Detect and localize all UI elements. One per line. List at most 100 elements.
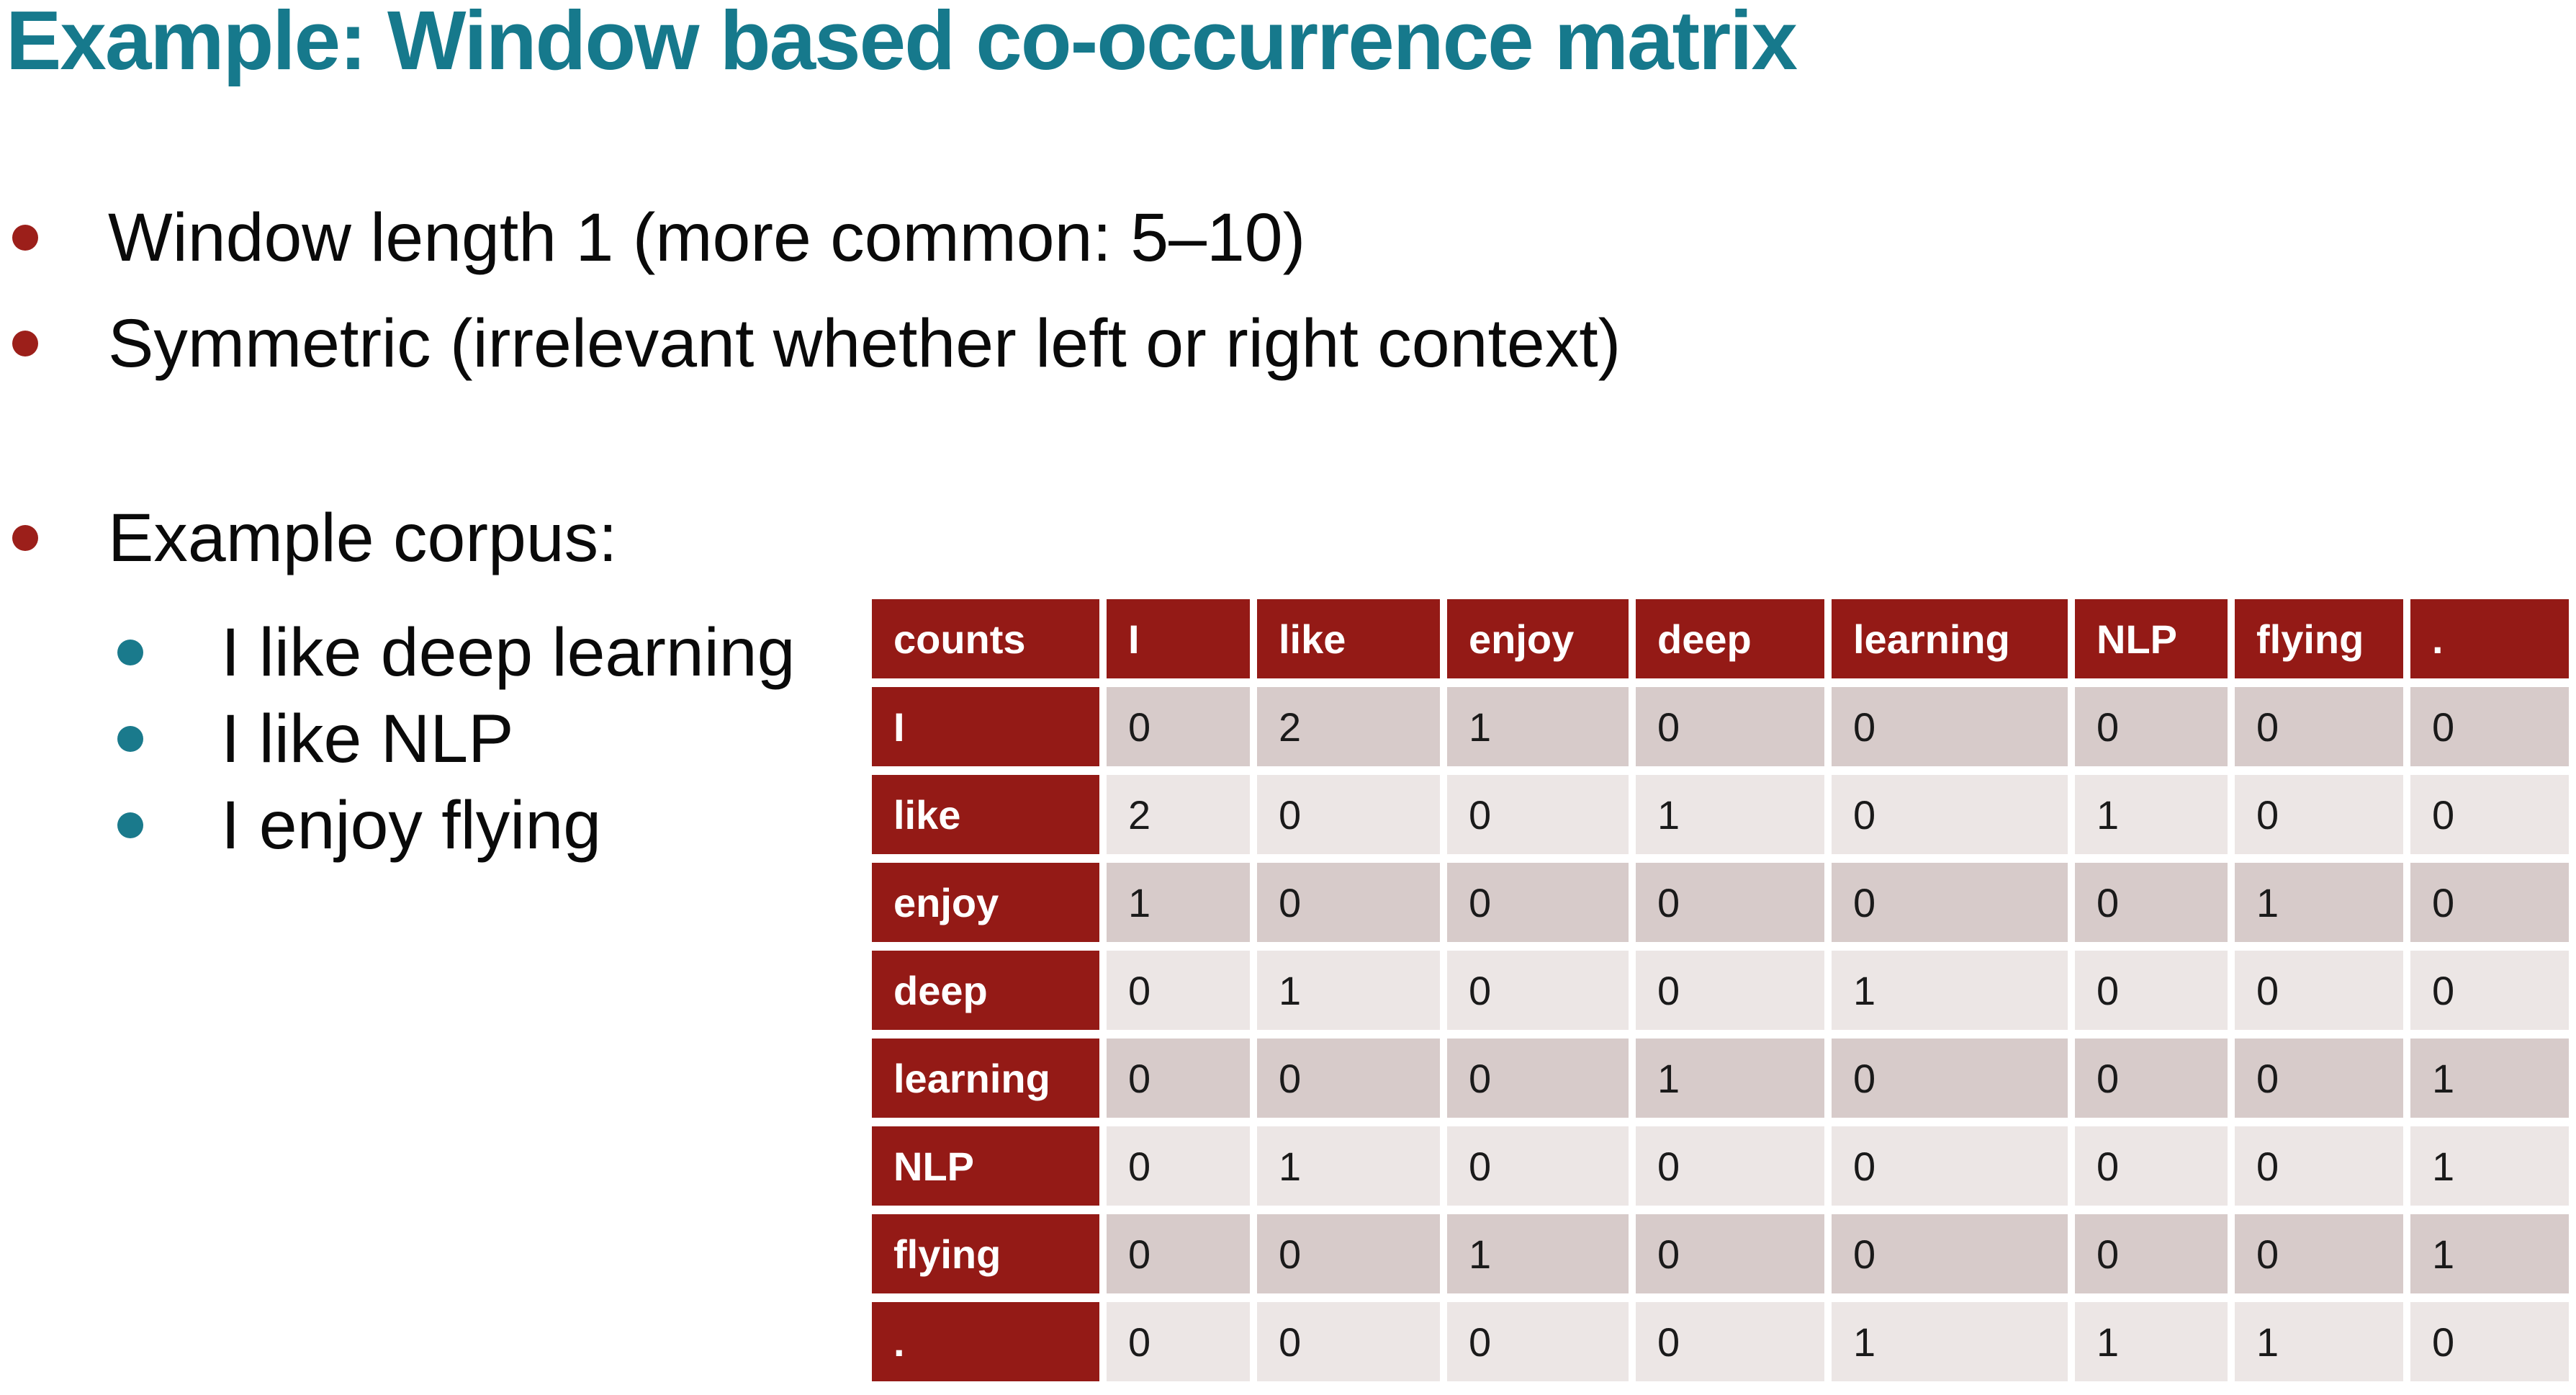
matrix-cell: 1: [2075, 775, 2228, 854]
matrix-cell: 0: [1107, 1126, 1250, 1206]
matrix-cell: 0: [1832, 1039, 2068, 1118]
matrix-cell: 1: [1257, 1126, 1440, 1206]
bullet-text: Example corpus:: [108, 500, 618, 576]
matrix-cell: 0: [1107, 951, 1250, 1030]
table-body: I 0 2 1 0 0 0 0 0 like 2 0 0 1 0 1 0 0 enjoy 1 0 0 0 0 0 1 0 deep 0 1…: [872, 687, 2569, 1381]
corner-header: counts: [872, 599, 1099, 678]
bullet-marker: [12, 225, 38, 251]
matrix-cell: 0: [2075, 687, 2228, 766]
matrix-cell: 0: [1107, 1039, 1250, 1118]
matrix-cell: 0: [2235, 1214, 2403, 1293]
column-header: NLP: [2075, 599, 2228, 678]
column-header: flying: [2235, 599, 2403, 678]
matrix-cell: 0: [2410, 863, 2569, 942]
matrix-cell: 0: [2235, 1039, 2403, 1118]
row-header: .: [872, 1302, 1099, 1381]
table-row: like 2 0 0 1 0 1 0 0: [872, 775, 2569, 854]
matrix-cell: 0: [1447, 775, 1629, 854]
matrix-cell: 1: [1636, 775, 1824, 854]
matrix-cell: 1: [1257, 951, 1440, 1030]
bullet-text: I like NLP: [221, 701, 514, 777]
matrix-cell: 0: [1257, 1214, 1440, 1293]
matrix-cell: 0: [1832, 775, 2068, 854]
table-row: deep 0 1 0 0 1 0 0 0: [872, 951, 2569, 1030]
matrix-cell: 0: [2410, 951, 2569, 1030]
matrix-cell: 0: [2410, 687, 2569, 766]
matrix-cell: 0: [1107, 687, 1250, 766]
matrix-cell: 0: [2235, 687, 2403, 766]
matrix-cell: 0: [2075, 951, 2228, 1030]
matrix-cell: 0: [2075, 1126, 2228, 1206]
matrix-cell: 1: [1107, 863, 1250, 942]
table-row: NLP 0 1 0 0 0 0 0 1: [872, 1126, 2569, 1206]
bullet-marker: [117, 726, 143, 752]
matrix-cell: 2: [1107, 775, 1250, 854]
slide-title: Example: Window based co-occurrence matr…: [6, 0, 1798, 87]
matrix-cell: 0: [1257, 863, 1440, 942]
column-header: deep: [1636, 599, 1824, 678]
bullet-example-corpus: Example corpus:: [0, 495, 2576, 581]
matrix-cell: 0: [1447, 1039, 1629, 1118]
matrix-cell: 1: [1447, 1214, 1629, 1293]
matrix-cell: 0: [1832, 863, 2068, 942]
matrix-cell: 1: [2235, 1302, 2403, 1381]
matrix-cell: 1: [1447, 687, 1629, 766]
matrix-cell: 0: [2410, 1302, 2569, 1381]
matrix-cell: 0: [1447, 1126, 1629, 1206]
column-header: learning: [1832, 599, 2068, 678]
matrix-cell: 0: [1636, 951, 1824, 1030]
table-row: enjoy 1 0 0 0 0 0 1 0: [872, 863, 2569, 942]
bullet-marker: [117, 812, 143, 838]
matrix-cell: 0: [1636, 1302, 1824, 1381]
column-header: enjoy: [1447, 599, 1629, 678]
matrix-cell: 0: [2235, 1126, 2403, 1206]
matrix-cell: 0: [2235, 951, 2403, 1030]
matrix-cell: 1: [2410, 1126, 2569, 1206]
matrix-cell: 0: [1447, 863, 1629, 942]
matrix-cell: 0: [1447, 1302, 1629, 1381]
matrix-cell: 0: [1257, 1302, 1440, 1381]
bullet-window-length: Window length 1 (more common: 5–10): [0, 194, 2576, 281]
row-header: enjoy: [872, 863, 1099, 942]
bullet-symmetric: Symmetric (irrelevant whether left or ri…: [0, 300, 2576, 387]
bullet-text: I like deep learning: [221, 614, 796, 691]
matrix-cell: 0: [1107, 1302, 1250, 1381]
subbullet-nlp: I like NLP: [0, 696, 2576, 782]
matrix-cell: 1: [1832, 951, 2068, 1030]
matrix-cell: 0: [1832, 687, 2068, 766]
row-header: like: [872, 775, 1099, 854]
matrix-cell: 0: [1636, 1126, 1824, 1206]
row-header: deep: [872, 951, 1099, 1030]
matrix-cell: 2: [1257, 687, 1440, 766]
matrix-cell: 1: [2075, 1302, 2228, 1381]
matrix-cell: 0: [1636, 1214, 1824, 1293]
matrix-cell: 0: [1257, 1039, 1440, 1118]
bullet-text: I enjoy flying: [221, 787, 602, 864]
matrix-cell: 1: [2235, 863, 2403, 942]
matrix-cell: 0: [2410, 775, 2569, 854]
matrix-cell: 0: [1832, 1126, 2068, 1206]
matrix-cell: 0: [2075, 1039, 2228, 1118]
matrix-cell: 1: [2410, 1214, 2569, 1293]
bullet-text: Symmetric (irrelevant whether left or ri…: [108, 305, 1621, 382]
matrix-cell: 0: [2075, 863, 2228, 942]
column-header: like: [1257, 599, 1440, 678]
row-header: NLP: [872, 1126, 1099, 1206]
row-header: learning: [872, 1039, 1099, 1118]
matrix-cell: 0: [1636, 687, 1824, 766]
matrix-cell: 1: [2410, 1039, 2569, 1118]
matrix-cell: 0: [1257, 775, 1440, 854]
column-header: .: [2410, 599, 2569, 678]
bullet-text: Window length 1 (more common: 5–10): [108, 199, 1306, 276]
matrix-cell: 1: [1636, 1039, 1824, 1118]
table-row: flying 0 0 1 0 0 0 0 1: [872, 1214, 2569, 1293]
bullet-marker: [12, 525, 38, 551]
matrix-cell: 0: [1636, 863, 1824, 942]
column-header: I: [1107, 599, 1250, 678]
matrix-cell: 1: [1832, 1302, 2068, 1381]
row-header: flying: [872, 1214, 1099, 1293]
table-row: learning 0 0 0 1 0 0 0 1: [872, 1039, 2569, 1118]
